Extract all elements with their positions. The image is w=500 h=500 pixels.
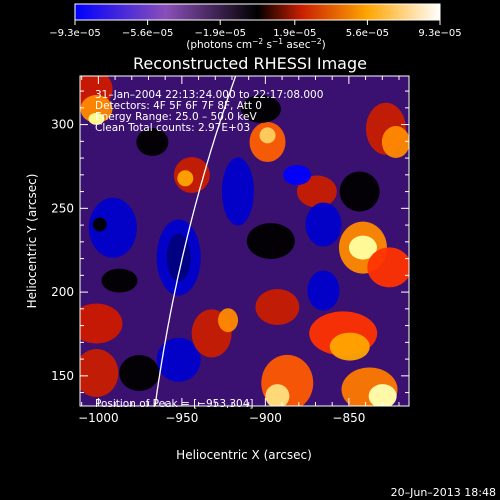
image-blob xyxy=(283,165,312,185)
image-blob xyxy=(177,170,194,187)
y-tick-label: 150 xyxy=(51,369,74,383)
image-blob xyxy=(92,217,107,232)
image-blob xyxy=(80,349,119,397)
colorbar-tick-label: 5.6e−05 xyxy=(346,28,389,39)
image-blob xyxy=(367,247,409,288)
image-blob xyxy=(218,308,239,333)
image-blob xyxy=(246,223,295,259)
image-blob xyxy=(156,337,201,382)
x-tick-label: −850 xyxy=(332,411,365,425)
image-blob xyxy=(265,384,290,406)
image-blob xyxy=(240,95,281,123)
image-blob xyxy=(381,126,409,158)
image-blob xyxy=(88,112,105,125)
colorbar-tick-label: −5.6e−05 xyxy=(122,28,174,39)
annotation-line: 31–Jan–2004 22:13:24.000 to 22:17:08.000 xyxy=(95,89,323,101)
image-blob xyxy=(329,332,370,361)
image-blob xyxy=(348,235,377,260)
y-tick-label: 200 xyxy=(51,285,74,299)
x-tick-label: −950 xyxy=(165,411,198,425)
image-blob xyxy=(339,171,380,212)
image-blob xyxy=(296,175,337,208)
image-blob xyxy=(255,289,300,325)
solar-limb-arc xyxy=(154,76,237,406)
image-blob xyxy=(368,384,397,406)
image-blob xyxy=(101,268,138,293)
image-blob xyxy=(80,95,113,123)
annotation-line: Detectors: 4F 5F 6F 7F 8F, Att 0 xyxy=(95,100,262,112)
image-blob xyxy=(221,157,254,226)
footer-timestamp: 20–Jun–2013 18:48 xyxy=(391,486,496,499)
colorbar-ticks: −9.3e−05 −5.6e−05 −1.9e−05 1.9e−05 5.6e−05 9.… xyxy=(49,20,462,39)
annotation-line: Clean Total counts: 2.97E+03 xyxy=(95,122,250,134)
x-tick-label: −900 xyxy=(249,411,282,425)
y-tick-label: 250 xyxy=(51,201,74,215)
y-tick-label: 300 xyxy=(51,118,74,132)
image-blob xyxy=(119,355,160,391)
image-blob xyxy=(80,303,123,344)
image-blob xyxy=(305,202,342,247)
image-blob xyxy=(307,270,340,311)
heatmap-image xyxy=(80,76,409,406)
image-blob xyxy=(136,128,169,156)
chart-title: Reconstructed RHESSI Image xyxy=(133,54,367,73)
image-blob xyxy=(259,127,276,144)
x-tick-label: −1000 xyxy=(78,411,119,425)
colorbar xyxy=(74,3,441,21)
colorbar-label: (photons cm−2 s−1 asec−2) xyxy=(186,37,325,52)
peak-position-label: Position of Peak = [−953,304] xyxy=(95,398,254,410)
colorbar-tick-label: −9.3e−05 xyxy=(49,28,101,39)
image-blob xyxy=(88,197,137,258)
annotation-line: Energy Range: 25.0 – 50.0 keV xyxy=(95,111,257,123)
colorbar-tick-label: 9.3e−05 xyxy=(418,28,461,39)
annotation-block: 31–Jan–2004 22:13:24.000 to 22:17:08.000… xyxy=(95,89,323,134)
colorbar-tick-label: 1.9e−05 xyxy=(273,28,316,39)
y-axis-label: Heliocentric Y (arcsec) xyxy=(25,174,39,309)
colorbar-tick-label: −1.9e−05 xyxy=(194,28,246,39)
axis-ticks: −1000 −950 −900 −850 150 200 250 300 xyxy=(51,76,409,425)
x-axis-label: Heliocentric X (arcsec) xyxy=(176,448,312,462)
plot-frame xyxy=(79,75,410,407)
